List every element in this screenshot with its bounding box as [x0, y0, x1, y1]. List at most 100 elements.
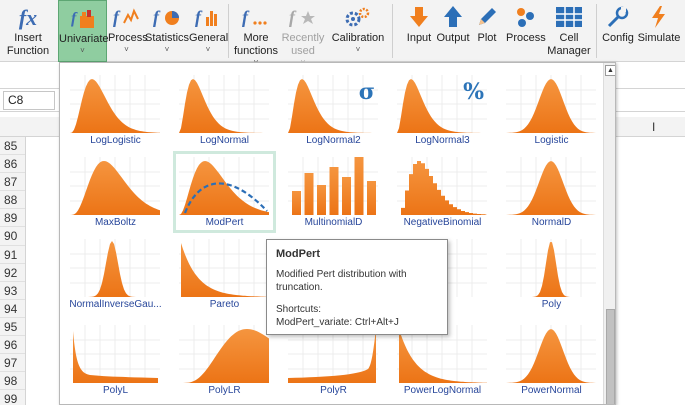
row-header[interactable]: 95	[0, 318, 25, 337]
input-button[interactable]: Input	[402, 0, 436, 62]
row-header[interactable]: 89	[0, 209, 25, 228]
tile-label: LogNormal3	[415, 135, 470, 146]
tile-modpert[interactable]: ModPert	[173, 151, 276, 233]
tile-pareto[interactable]: Pareto	[173, 233, 276, 315]
wrench-icon	[600, 0, 636, 30]
row-header[interactable]: 94	[0, 300, 25, 318]
plot-button[interactable]: Plot	[471, 0, 503, 62]
svg-text:f: f	[153, 7, 161, 27]
tile-lognormal[interactable]: LogNormal	[173, 69, 276, 151]
tooltip-description: Modified Pert distribution with truncati…	[276, 269, 407, 293]
fx-icon: fx	[18, 4, 38, 30]
tile-label: MultinomialD	[304, 217, 363, 228]
process2-button[interactable]: Process	[506, 0, 546, 62]
config-button[interactable]: Config	[600, 0, 636, 62]
name-box[interactable]: C8	[3, 91, 55, 110]
tile-lognormal3[interactable]: % LogNormal3	[391, 69, 494, 151]
row-header[interactable]: 97	[0, 354, 25, 373]
chevron-down-icon: ˅	[80, 46, 85, 55]
ribbon-separator	[228, 4, 229, 58]
row-header[interactable]: 99	[0, 390, 25, 405]
tile-lognormal2[interactable]: σ LogNormal2	[282, 69, 385, 151]
univariate-gallery-dropdown: LogLogistic LogNormal σ LogNormal2% LogNorma…	[59, 62, 616, 405]
tile-label: Logistic	[534, 135, 569, 146]
recently-used-label: Recently used	[281, 32, 325, 57]
column-header-i[interactable]: I	[652, 120, 656, 134]
scroll-up-button[interactable]: ▲	[605, 65, 615, 76]
tile-label: NormalD	[531, 217, 572, 228]
gallery-scrollbar[interactable]: ▲	[603, 63, 615, 404]
ribbon-toolbar: fx Insert Function f Univariate ˅ f Process ˅ f S…	[0, 0, 685, 67]
tile-label: MaxBoltz	[94, 217, 137, 228]
process2-label: Process	[506, 32, 546, 44]
univariate-button[interactable]: f Univariate ˅	[58, 0, 109, 62]
scroll-thumb[interactable]	[606, 309, 615, 404]
general-button[interactable]: f General ˅	[189, 0, 228, 62]
ribbon-separator	[596, 4, 597, 58]
cell-manager-label: Cell Manager	[547, 32, 591, 57]
tile-polylr[interactable]: PolyLR	[173, 319, 276, 401]
row-header[interactable]: 88	[0, 191, 25, 210]
tile-loglogistic[interactable]: LogLogistic	[64, 69, 167, 151]
distribution-tiles: LogLogistic LogNormal σ LogNormal2% LogNorma…	[60, 63, 603, 404]
chevron-down-icon: ˅	[124, 45, 129, 54]
svg-text:f: f	[195, 7, 203, 27]
pencil-icon	[471, 0, 503, 30]
tile-normalinversegau[interactable]: NormalInverseGau...	[64, 233, 167, 315]
simulate-label: Simulate	[637, 32, 681, 44]
tile-label: Pareto	[209, 299, 240, 310]
tile-negativebinomial[interactable]: NegativeBinomial	[391, 151, 494, 233]
row-header[interactable]: 98	[0, 372, 25, 391]
grid-icon	[546, 0, 592, 30]
row-headers: 85 86 87 88 89 90 91 92 93 94 95 96 97 98 99	[0, 137, 26, 405]
more-fx-icon: f	[234, 0, 278, 30]
tile-multinomiald[interactable]: MultinomialD	[282, 151, 385, 233]
tile-label: NegativeBinomial	[403, 217, 482, 228]
svg-text:f: f	[289, 7, 297, 27]
general-fx-icon: f	[189, 0, 227, 30]
tile-normald[interactable]: NormalD	[500, 151, 603, 233]
statistics-button[interactable]: f Statistics ˅	[145, 0, 189, 62]
process-label: Process	[108, 32, 148, 44]
process-fx-icon: f	[108, 0, 145, 30]
tile-powernormal[interactable]: PowerNormal	[500, 319, 603, 401]
config-label: Config	[602, 32, 634, 44]
svg-text:f: f	[113, 7, 121, 27]
tile-powerlognormal[interactable]: PowerLogNormal	[391, 319, 494, 401]
input-label: Input	[406, 32, 432, 44]
row-header[interactable]: 85	[0, 137, 25, 156]
sigma-icon: σ	[358, 79, 375, 105]
tooltip-shortcuts-label: Shortcuts:	[276, 304, 322, 315]
tile-label: PowerNormal	[521, 385, 582, 396]
tile-maxboltz[interactable]: MaxBoltz	[64, 151, 167, 233]
statistics-label: Statistics	[145, 32, 190, 44]
tile-polyl[interactable]: PolyL	[64, 319, 167, 401]
cell-manager-button[interactable]: Cell Manager	[546, 0, 592, 62]
tile-label: Poly	[541, 299, 562, 310]
output-button[interactable]: Output	[436, 0, 470, 62]
row-header[interactable]: 92	[0, 264, 25, 282]
simulate-button[interactable]: Simulate	[637, 0, 681, 62]
calibration-label: Calibration	[331, 32, 385, 44]
row-header[interactable]: 90	[0, 227, 25, 246]
row-header[interactable]: 91	[0, 246, 25, 264]
lightning-icon	[637, 0, 681, 30]
tooltip: ModPert Modified Pert distribution with …	[266, 239, 448, 335]
tile-label: PolyR	[320, 385, 347, 396]
row-header[interactable]: 96	[0, 336, 25, 355]
row-header[interactable]: 93	[0, 282, 25, 300]
calibration-button[interactable]: Calibration ˅	[330, 0, 386, 62]
tile-label: LogNormal	[200, 135, 249, 146]
tile-label: ModPert	[205, 217, 244, 228]
ribbon-separator	[392, 4, 393, 58]
process-button[interactable]: f Process ˅	[108, 0, 148, 62]
tile-logistic[interactable]: Logistic	[500, 69, 603, 151]
svg-text:f: f	[71, 10, 78, 27]
tile-poly[interactable]: Poly	[500, 233, 603, 315]
row-header[interactable]: 87	[0, 173, 25, 192]
row-header[interactable]: 86	[0, 155, 25, 174]
insert-function-button[interactable]: fx Insert Function	[0, 0, 56, 62]
recent-fx-icon: f	[281, 0, 325, 30]
